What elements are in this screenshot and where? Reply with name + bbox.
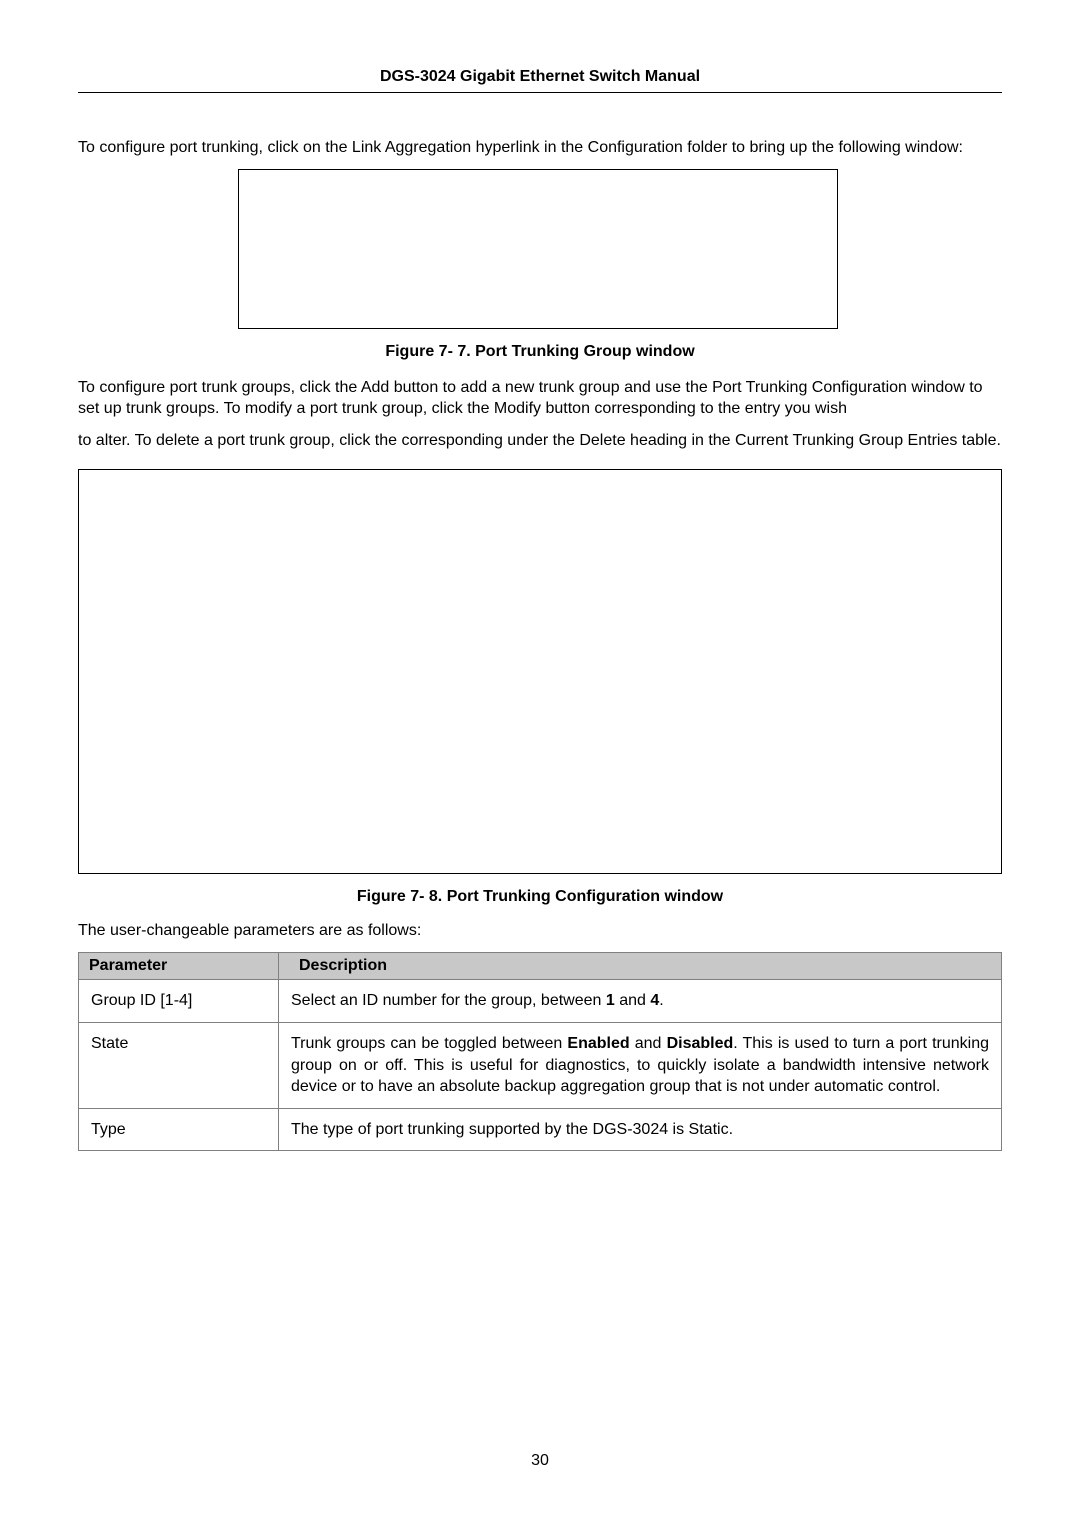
desc-bold: 1 [606,992,615,1009]
param-desc: Select an ID number for the group, betwe… [279,980,1002,1023]
desc-bold: Enabled [567,1035,629,1052]
param-label: Group ID [1-4] [79,980,279,1023]
desc-bold: Disabled [667,1035,734,1052]
figure-7-8-caption: Figure 7- 8. Port Trunking Configuration… [78,888,1002,906]
figure-7-8-placeholder [78,469,1002,874]
desc-text: and [615,992,651,1009]
parameters-table: Parameter Description Group ID [1-4] Sel… [78,952,1002,1151]
mid-paragraph-2: to alter. To delete a port trunk group, … [78,430,1002,452]
param-desc: Trunk groups can be toggled between Enab… [279,1022,1002,1108]
desc-text: and [630,1035,667,1052]
mid-paragraph-2b: under the Delete heading in the Current … [507,432,1001,449]
mid-paragraph-1: To configure port trunk groups, click th… [78,377,1002,420]
mid-paragraph-2a: to alter. To delete a port trunk group, … [78,432,507,449]
figure-7-7-placeholder [238,169,838,329]
th-description: Description [279,953,1002,980]
param-label: State [79,1022,279,1108]
doc-header-title: DGS-3024 Gigabit Ethernet Switch Manual [78,68,1002,92]
figure-7-7-caption: Figure 7- 7. Port Trunking Group window [78,343,1002,361]
table-row: Group ID [1-4] Select an ID number for t… [79,980,1002,1023]
param-label: Type [79,1108,279,1151]
desc-text: Trunk groups can be toggled between [291,1035,567,1052]
header-rule [78,92,1002,93]
th-parameter: Parameter [79,953,279,980]
table-row: State Trunk groups can be toggled betwee… [79,1022,1002,1108]
desc-text: . [659,992,663,1009]
param-desc: The type of port trunking supported by t… [279,1108,1002,1151]
page-number: 30 [0,1452,1080,1470]
desc-text: Select an ID number for the group, betwe… [291,992,606,1009]
table-row: Type The type of port trunking supported… [79,1108,1002,1151]
table-header-row: Parameter Description [79,953,1002,980]
desc-bold: 4 [650,992,659,1009]
params-intro: The user-changeable parameters are as fo… [78,922,1002,940]
intro-paragraph: To configure port trunking, click on the… [78,137,1002,159]
